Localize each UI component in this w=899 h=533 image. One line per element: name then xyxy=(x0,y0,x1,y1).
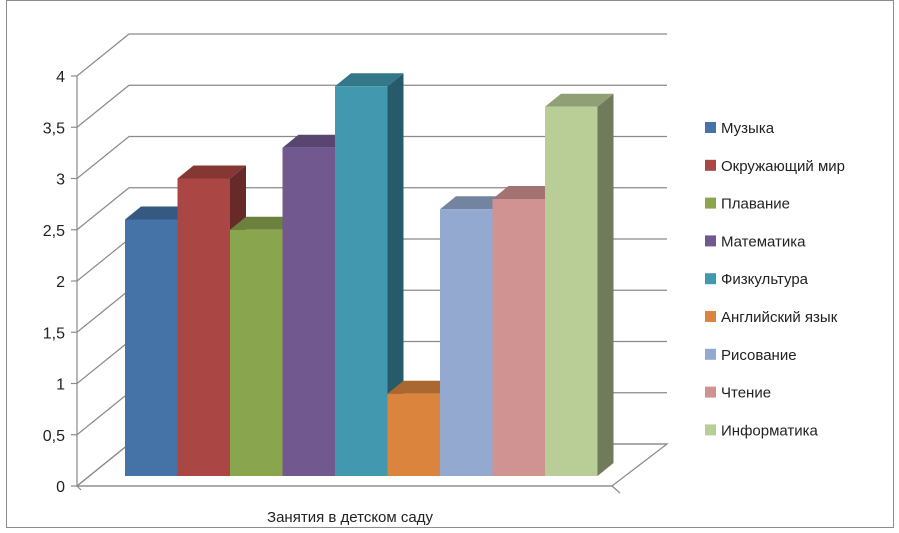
legend-item: Плавание xyxy=(705,196,790,213)
legend-label: Английский язык xyxy=(721,309,838,326)
legend-swatch xyxy=(705,311,716,322)
y-tick-label: 3,5 xyxy=(43,120,65,137)
gridline xyxy=(76,84,667,128)
bar-top xyxy=(440,196,509,210)
legend-swatch xyxy=(705,122,716,133)
bar-top xyxy=(282,134,351,148)
bar-top xyxy=(230,216,299,230)
legend-swatch xyxy=(705,348,716,360)
y-tick-label: 0 xyxy=(56,479,65,496)
bar-side xyxy=(597,93,614,476)
bar-top xyxy=(545,93,614,107)
x-axis-tick xyxy=(76,485,82,491)
legend-item: Математика xyxy=(705,233,806,250)
bar-9 xyxy=(545,93,614,476)
bar-front xyxy=(282,147,335,476)
legend-label: Математика xyxy=(721,233,806,250)
bar-front xyxy=(387,393,440,476)
legend-swatch xyxy=(705,424,716,436)
legend-swatch xyxy=(705,197,716,209)
legend-swatch xyxy=(705,273,716,285)
bars-layer xyxy=(125,73,614,476)
legend-label: Физкультура xyxy=(721,271,809,288)
y-tick-label: 2 xyxy=(56,274,65,291)
bar-front xyxy=(492,199,545,476)
bar-front xyxy=(230,229,283,476)
legend-item: Окружающий мир xyxy=(705,158,845,175)
legend-swatch xyxy=(705,386,716,398)
axis-layer: 0 0,5 1 1,5 2 2,5 3 3,5 4 Занятия в детском саду xyxy=(43,69,621,526)
legend-layer: Музыка Окружающий мир Плавание Математика Фи… xyxy=(705,120,845,439)
legend-label: Рисование xyxy=(721,347,797,364)
gridline xyxy=(76,135,667,179)
y-tick-label: 1,5 xyxy=(43,325,65,342)
bar-5 xyxy=(335,73,404,476)
y-tick-label: 2,5 xyxy=(43,223,65,240)
bar-side xyxy=(387,73,404,476)
legend-swatch xyxy=(705,235,716,247)
bar-front xyxy=(335,86,388,476)
bar-front xyxy=(177,178,230,476)
bar-top xyxy=(125,206,194,220)
bar-front xyxy=(125,219,178,476)
legend-swatch xyxy=(705,159,716,171)
legend-label: Чтение xyxy=(721,385,771,402)
legend-label: Плавание xyxy=(721,196,790,213)
y-tick-label: 3 xyxy=(56,172,65,189)
chart-frame: 0 0,5 1 1,5 2 2,5 3 3,5 4 Занятия в детском саду … xyxy=(6,0,894,528)
bar-top xyxy=(177,165,246,179)
legend-item: Рисование xyxy=(705,347,797,364)
gridline xyxy=(76,33,667,77)
gridline xyxy=(76,187,667,231)
category-label: Занятия в детском саду xyxy=(267,509,433,526)
bar-front xyxy=(440,209,493,476)
bar-front xyxy=(545,106,598,476)
x-axis-tick xyxy=(611,485,621,494)
y-tick-label: 4 xyxy=(56,69,65,86)
y-tick-label: 0,5 xyxy=(43,428,65,445)
legend-item: Музыка xyxy=(705,120,775,137)
legend-item: Информатика xyxy=(705,422,819,439)
bar-top xyxy=(387,380,456,394)
legend-item: Английский язык xyxy=(705,309,838,326)
y-tick-label: 1 xyxy=(56,377,65,394)
legend-label: Окружающий мир xyxy=(721,158,845,175)
legend-label: Информатика xyxy=(721,422,819,439)
legend-item: Физкультура xyxy=(705,271,809,288)
bar-top xyxy=(492,186,561,199)
legend-item: Чтение xyxy=(705,385,771,402)
legend-label: Музыка xyxy=(721,120,775,137)
bar-top xyxy=(335,73,404,87)
